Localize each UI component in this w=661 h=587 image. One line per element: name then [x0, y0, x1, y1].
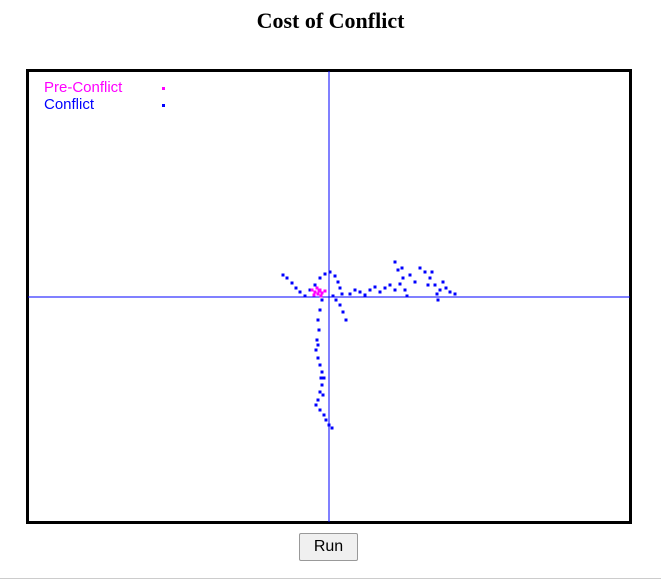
point [315, 286, 319, 290]
point [322, 413, 326, 417]
point [318, 408, 322, 412]
point [383, 286, 387, 290]
point [418, 266, 422, 270]
point [313, 283, 317, 287]
point [303, 294, 307, 298]
point [340, 292, 344, 296]
point [453, 292, 457, 296]
point [294, 286, 298, 290]
point [322, 376, 326, 380]
point [310, 288, 314, 292]
point [448, 290, 452, 294]
point [428, 276, 432, 280]
point [320, 291, 324, 295]
run-button[interactable]: Run [299, 533, 358, 561]
point [363, 293, 367, 297]
point [438, 288, 442, 292]
point [318, 363, 322, 367]
point [388, 283, 392, 287]
legend-label: Conflict [44, 96, 95, 113]
point [315, 338, 319, 342]
point [333, 274, 337, 278]
divider [0, 578, 661, 579]
point [441, 280, 445, 284]
point [317, 328, 321, 332]
point [413, 280, 417, 284]
point [353, 288, 357, 292]
point [298, 290, 302, 294]
point [313, 290, 317, 294]
point [393, 288, 397, 292]
point [324, 418, 328, 422]
point [393, 260, 397, 264]
point [378, 290, 382, 294]
point [323, 272, 327, 276]
point [398, 282, 402, 286]
point [318, 390, 322, 394]
point [314, 348, 318, 352]
point [316, 356, 320, 360]
point [321, 393, 325, 397]
point [408, 273, 412, 277]
point [312, 293, 316, 297]
point [401, 276, 405, 280]
point [314, 403, 318, 407]
chart-title: Cost of Conflict [256, 8, 405, 33]
point [358, 290, 362, 294]
point [316, 343, 320, 347]
point [403, 288, 407, 292]
point [334, 298, 338, 302]
point [316, 292, 320, 296]
point [344, 318, 348, 322]
legend-swatch [162, 87, 165, 90]
point [327, 423, 331, 427]
legend-label: Pre-Conflict [44, 79, 123, 96]
point [436, 298, 440, 302]
point [323, 289, 327, 293]
point [426, 283, 430, 287]
point [281, 273, 285, 277]
point [318, 276, 322, 280]
point [285, 276, 289, 280]
point [430, 270, 434, 274]
point [444, 286, 448, 290]
point [338, 303, 342, 307]
point [435, 292, 439, 296]
point [319, 376, 323, 380]
point [348, 292, 352, 296]
point [423, 270, 427, 274]
point [316, 318, 320, 322]
point [400, 266, 404, 270]
point [328, 270, 332, 274]
point [338, 286, 342, 290]
point [373, 285, 377, 289]
point [317, 289, 321, 293]
point [330, 426, 334, 430]
legend-swatch [162, 104, 165, 107]
point [336, 280, 340, 284]
point [319, 294, 323, 298]
point [368, 288, 372, 292]
point [320, 370, 324, 374]
point [331, 294, 335, 298]
point [308, 288, 312, 292]
point [318, 308, 322, 312]
point [320, 298, 324, 302]
point [290, 281, 294, 285]
point [433, 283, 437, 287]
point [405, 294, 409, 298]
point [341, 310, 345, 314]
point [316, 398, 320, 402]
point [320, 383, 324, 387]
point [396, 268, 400, 272]
